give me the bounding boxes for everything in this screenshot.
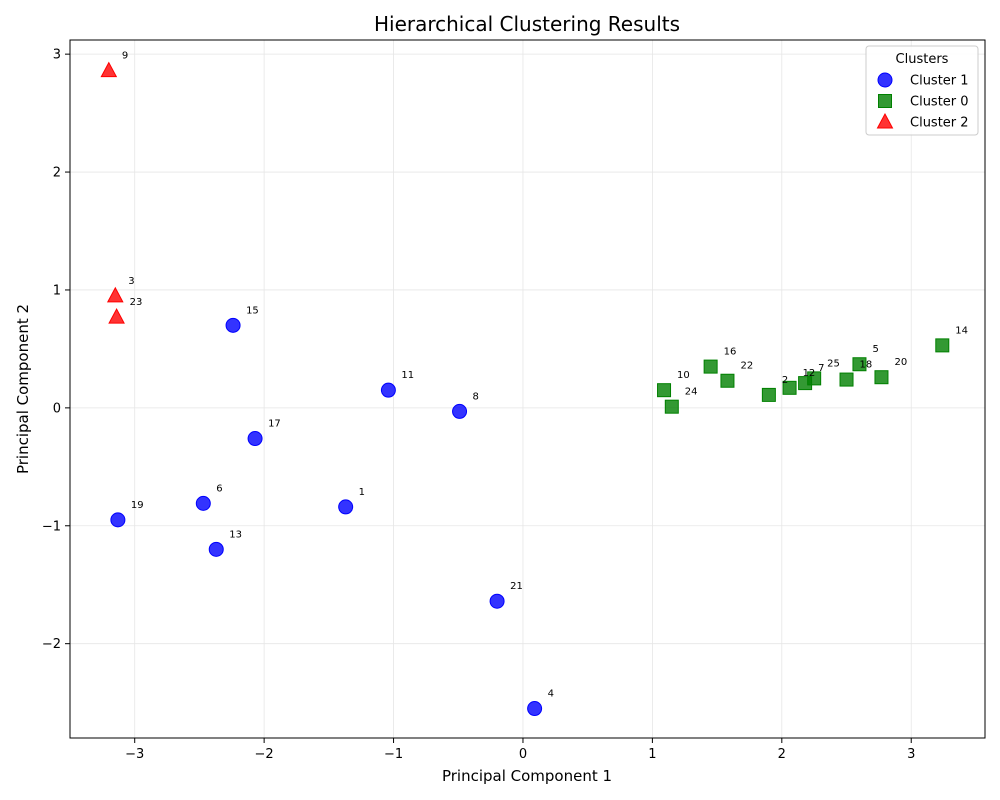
- data-point: [195, 495, 211, 511]
- point-label: 22: [740, 361, 753, 372]
- x-tick-label: −3: [125, 747, 144, 762]
- data-point: [208, 541, 224, 557]
- data-point: [489, 593, 505, 609]
- legend-entry: Cluster 2: [910, 116, 969, 131]
- point-label: 19: [131, 500, 144, 511]
- x-tick-label: −1: [384, 747, 403, 762]
- data-point: [874, 370, 889, 385]
- data-point: [108, 308, 125, 324]
- point-label: 6: [216, 483, 222, 494]
- legend-marker: [878, 94, 892, 108]
- y-tick-label: 1: [53, 283, 61, 298]
- legend-title: Clusters: [896, 52, 949, 67]
- y-tick-label: −2: [42, 637, 61, 652]
- legend-box: [865, 45, 979, 136]
- data-point: [110, 512, 126, 528]
- point-label: 4: [548, 689, 554, 700]
- x-tick-label: 1: [648, 747, 656, 762]
- x-axis-label: Principal Component 1: [442, 767, 612, 785]
- data-point: [380, 382, 396, 398]
- point-label: 20: [894, 357, 907, 368]
- point-label: 24: [685, 387, 698, 398]
- data-point: [106, 286, 124, 303]
- point-label: 18: [860, 360, 873, 371]
- point-label: 15: [246, 305, 259, 316]
- chart-title: Hierarchical Clustering Results: [374, 12, 680, 36]
- data-point: [761, 387, 776, 402]
- y-tick-label: 3: [53, 48, 61, 63]
- legend-entry: Cluster 0: [910, 95, 969, 110]
- data-point: [225, 317, 241, 333]
- point-label: 7: [818, 363, 824, 374]
- legend-entry: Cluster 1: [910, 74, 969, 89]
- data-point: [657, 383, 672, 398]
- point-label: 13: [229, 529, 242, 540]
- x-tick-label: 2: [778, 747, 786, 762]
- point-label: 10: [677, 370, 690, 381]
- x-tick-label: 0: [519, 747, 527, 762]
- point-label: 14: [955, 325, 968, 336]
- point-label: 2: [782, 375, 788, 386]
- point-label: 1: [359, 487, 365, 498]
- point-label: 12: [803, 368, 816, 379]
- data-point: [720, 373, 735, 388]
- data-point: [852, 357, 867, 372]
- legend-marker: [877, 72, 893, 88]
- y-tick-label: −1: [42, 519, 61, 534]
- point-label: 9: [122, 51, 128, 62]
- data-point: [839, 372, 854, 387]
- data-point: [664, 399, 679, 414]
- grid: [70, 40, 985, 738]
- data-point: [782, 380, 797, 395]
- data-point: [703, 359, 718, 374]
- legend: Clusters Cluster 1 Cluster 0 Cluster 2: [865, 45, 979, 136]
- plot-frame: [69, 39, 986, 739]
- point-label: 16: [724, 347, 737, 358]
- legend-marker: [876, 112, 894, 129]
- point-label: 23: [130, 297, 143, 308]
- data-point: [935, 338, 950, 353]
- data-point: [798, 376, 813, 391]
- point-label: 21: [510, 581, 523, 592]
- data-point: [100, 61, 118, 78]
- data-point: [338, 499, 354, 515]
- point-label: 17: [268, 419, 281, 430]
- point-label: 8: [473, 391, 479, 402]
- x-tick-label: 3: [907, 747, 915, 762]
- point-label: 25: [827, 358, 840, 369]
- x-tick-label: −2: [255, 747, 274, 762]
- y-tick-label: 2: [53, 166, 61, 181]
- data-points: [100, 61, 950, 717]
- point-label: 3: [128, 276, 134, 287]
- point-label: 11: [401, 370, 414, 381]
- y-tick-label: 0: [53, 401, 61, 416]
- data-point: [527, 701, 543, 717]
- y-axis-label: Principal Component 2: [14, 304, 32, 474]
- data-point: [247, 431, 263, 447]
- point-label: 5: [872, 344, 878, 355]
- data-point: [452, 403, 468, 419]
